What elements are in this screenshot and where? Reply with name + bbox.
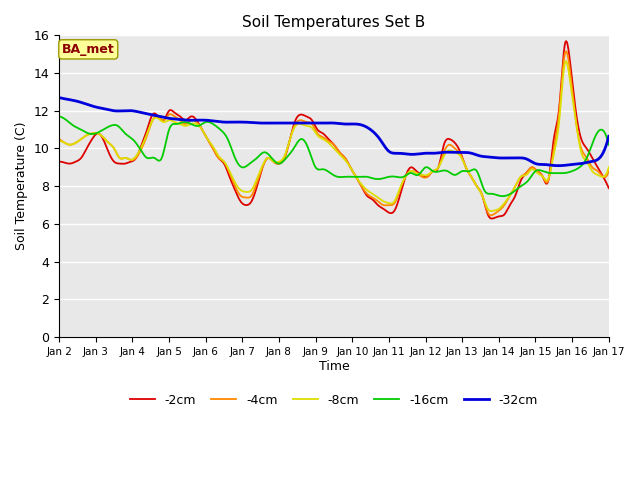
-2cm bbox=[344, 160, 352, 166]
-2cm bbox=[128, 158, 136, 164]
-8cm bbox=[488, 208, 495, 214]
-2cm bbox=[563, 38, 570, 44]
-16cm bbox=[148, 155, 156, 161]
-4cm bbox=[241, 194, 248, 200]
-4cm bbox=[148, 119, 156, 125]
-8cm bbox=[55, 138, 63, 144]
-4cm bbox=[356, 180, 364, 186]
-32cm bbox=[554, 163, 562, 168]
-4cm bbox=[563, 48, 570, 54]
-16cm bbox=[356, 174, 364, 180]
-2cm bbox=[55, 159, 63, 165]
Title: Soil Temperatures Set B: Soil Temperatures Set B bbox=[243, 15, 426, 30]
-8cm bbox=[128, 156, 136, 162]
-8cm bbox=[241, 189, 248, 194]
-2cm bbox=[356, 180, 364, 185]
-2cm bbox=[294, 114, 301, 120]
-8cm bbox=[605, 165, 612, 170]
-16cm bbox=[605, 142, 612, 148]
-16cm bbox=[344, 174, 352, 180]
Y-axis label: Soil Temperature (C): Soil Temperature (C) bbox=[15, 122, 28, 251]
-32cm bbox=[148, 112, 156, 118]
-4cm bbox=[294, 119, 301, 124]
-16cm bbox=[294, 139, 301, 145]
X-axis label: Time: Time bbox=[319, 360, 349, 372]
Line: -16cm: -16cm bbox=[59, 117, 609, 196]
Line: -4cm: -4cm bbox=[59, 51, 609, 216]
-2cm bbox=[148, 113, 156, 119]
-2cm bbox=[488, 216, 496, 221]
Line: -8cm: -8cm bbox=[59, 61, 609, 211]
Line: -2cm: -2cm bbox=[59, 41, 609, 218]
-32cm bbox=[128, 108, 136, 114]
Text: BA_met: BA_met bbox=[62, 43, 115, 56]
-8cm bbox=[344, 161, 352, 167]
-8cm bbox=[294, 121, 301, 127]
-8cm bbox=[148, 119, 156, 124]
-32cm bbox=[241, 119, 248, 125]
-16cm bbox=[241, 164, 248, 170]
-32cm bbox=[294, 120, 301, 126]
-16cm bbox=[128, 136, 136, 142]
Legend: -2cm, -4cm, -8cm, -16cm, -32cm: -2cm, -4cm, -8cm, -16cm, -32cm bbox=[125, 389, 543, 412]
-2cm bbox=[605, 185, 612, 191]
-16cm bbox=[499, 193, 506, 199]
-32cm bbox=[356, 121, 364, 127]
-4cm bbox=[487, 213, 495, 218]
-4cm bbox=[605, 168, 612, 174]
-16cm bbox=[55, 114, 63, 120]
-2cm bbox=[241, 202, 248, 207]
-8cm bbox=[563, 59, 570, 64]
-4cm bbox=[128, 157, 136, 163]
-32cm bbox=[605, 133, 612, 139]
Line: -32cm: -32cm bbox=[59, 97, 609, 166]
-4cm bbox=[55, 136, 63, 142]
-32cm bbox=[55, 95, 63, 100]
-4cm bbox=[344, 160, 352, 166]
-32cm bbox=[344, 121, 352, 127]
-8cm bbox=[356, 179, 364, 185]
